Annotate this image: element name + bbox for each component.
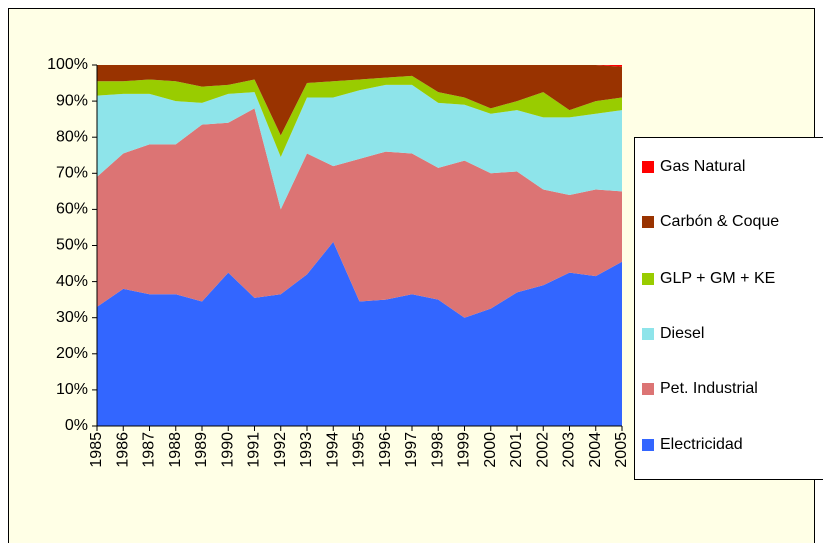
legend-swatch: [642, 439, 654, 451]
y-tick-label: 40%: [56, 273, 88, 290]
y-tick-label: 0%: [65, 417, 88, 434]
y-tick-label: 100%: [47, 56, 88, 73]
legend-swatch: [642, 216, 654, 228]
x-tick-label: 2004: [587, 432, 604, 468]
x-tick-label: 1990: [219, 432, 236, 468]
area: [97, 65, 622, 136]
x-tick-label: 1985: [88, 432, 105, 468]
x-tick-label: 1986: [114, 432, 131, 468]
y-tick-label: 10%: [56, 381, 88, 398]
x-tick-label: 2003: [561, 432, 578, 468]
x-tick-label: 1995: [351, 432, 368, 468]
legend-swatch: [642, 161, 654, 173]
legend-label: Electricidad: [660, 436, 743, 453]
legend-swatch: [642, 328, 654, 340]
x-tick-label: 2000: [482, 432, 499, 468]
x-tick-label: 1993: [298, 432, 315, 468]
legend-label: Pet. Industrial: [660, 380, 758, 397]
legend-label: Diesel: [660, 325, 704, 342]
x-tick-label: 1992: [272, 432, 289, 468]
x-tick-label: 1989: [193, 432, 210, 468]
x-tick-label: 2005: [613, 432, 630, 468]
x-tick-label: 1987: [141, 432, 158, 468]
legend: [634, 137, 823, 480]
legend-label: Carbón & Coque: [660, 213, 779, 230]
x-tick-label: 1999: [456, 432, 473, 468]
legend-label: Gas Natural: [660, 158, 745, 175]
x-tick-label: 1994: [324, 432, 341, 468]
y-tick-label: 70%: [56, 165, 88, 182]
x-tick-label: 2002: [534, 432, 551, 468]
area: [97, 84, 622, 210]
x-tick-label: 1988: [167, 432, 184, 468]
area: [97, 75, 622, 158]
legend-swatch: [642, 273, 654, 285]
y-tick-label: 30%: [56, 309, 88, 326]
x-tick-label: 1991: [246, 432, 263, 468]
y-tick-label: 50%: [56, 237, 88, 254]
legend-swatch: [642, 383, 654, 395]
y-tick-label: 20%: [56, 345, 88, 362]
x-tick-label: 1997: [403, 432, 420, 468]
area: [97, 108, 622, 318]
legend-label: GLP + GM + KE: [660, 270, 775, 287]
x-tick-label: 2001: [508, 432, 525, 468]
x-tick-label: 1998: [429, 432, 446, 468]
y-tick-label: 80%: [56, 128, 88, 145]
x-tick-label: 1996: [377, 432, 394, 468]
y-tick-label: 60%: [56, 201, 88, 218]
y-tick-label: 90%: [56, 92, 88, 109]
area: [97, 241, 622, 426]
